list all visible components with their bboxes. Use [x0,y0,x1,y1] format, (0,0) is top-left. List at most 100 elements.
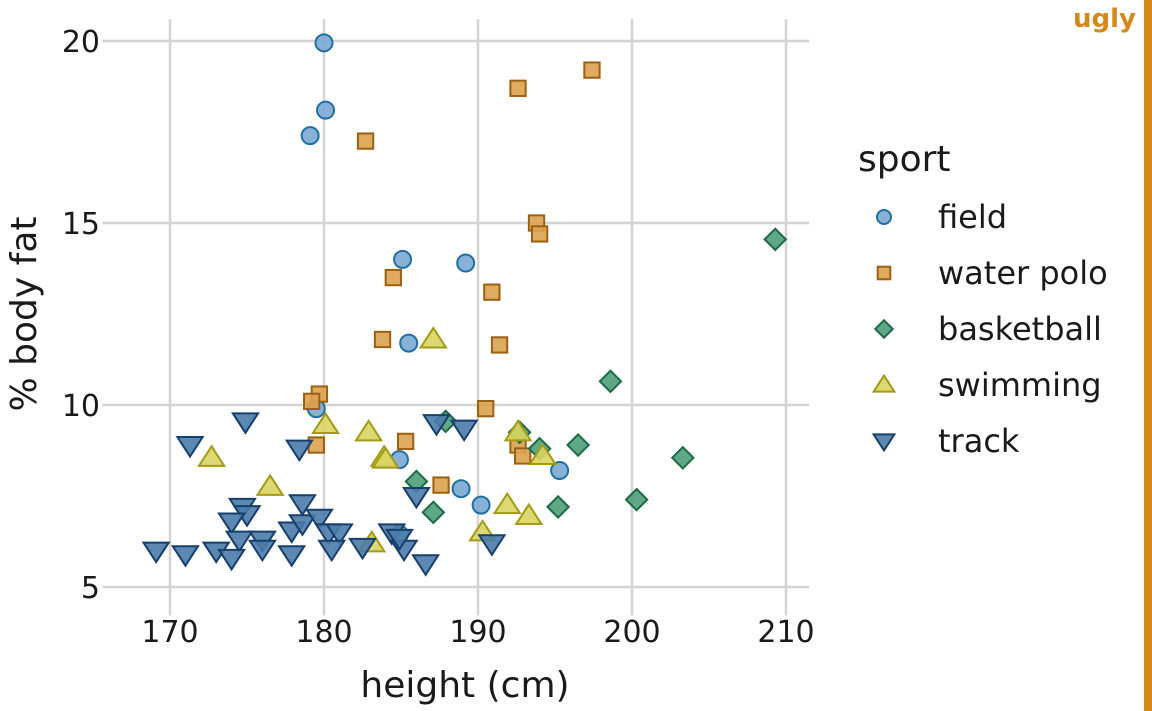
data-point [317,539,347,563]
data-point [509,79,527,97]
data-point [277,545,307,568]
data-point [670,445,695,470]
data-point [598,369,623,394]
legend-label: water polo [938,254,1108,292]
series-basketball [404,227,788,525]
data-point [483,283,501,301]
x-axis-title: height (cm) [360,665,569,706]
data-point [384,528,414,552]
y-axis-ticks: 5 10 15 20 [62,25,100,606]
legend-item-basketball: basketball [873,310,1102,348]
data-point [514,447,532,465]
x-tick-label: 190 [449,615,506,650]
data-point [230,412,260,435]
legend: sport field water polo basketball swimming t… [858,139,1108,460]
y-tick-label: 5 [81,571,100,606]
data-point [451,479,471,499]
data-point [449,419,479,442]
data-point [401,486,431,510]
legend-marker-triangle-up [871,373,897,393]
data-point [384,268,402,287]
legend-item-track: track [871,422,1020,460]
series-water-polo [303,61,601,494]
data-point [373,330,392,349]
legend-marker-square [876,265,892,281]
data-point [287,494,317,517]
x-tick-label: 170 [141,615,198,650]
data-point [456,253,476,273]
data-point [566,433,591,458]
data-point [396,432,415,451]
x-tick-label: 180 [295,615,352,650]
data-point [316,100,336,120]
data-point [550,461,570,481]
data-point [477,399,495,418]
data-point [411,554,441,577]
data-point [348,537,377,561]
data-point [175,436,205,459]
legend-label: basketball [938,310,1102,348]
corner-label: ugly [1073,4,1136,34]
data-point [311,411,341,435]
x-axis-ticks: 170 180 190 200 210 [141,615,814,650]
y-tick-label: 15 [62,207,100,242]
data-point [247,539,277,563]
y-tick-label: 20 [62,25,100,60]
data-point [421,414,451,437]
data-point [530,225,549,243]
data-points [141,33,788,577]
data-point [300,126,320,146]
data-point [763,227,788,252]
data-point [217,548,247,572]
data-point [304,508,334,532]
data-point [217,512,247,535]
data-point [356,132,375,150]
legend-marker-circle [876,209,892,225]
data-point [284,439,314,462]
data-point [141,541,171,564]
legend-label: swimming [938,366,1102,404]
data-point [393,249,413,269]
data-point [514,502,544,526]
data-point [399,333,419,353]
legend-title: sport [858,139,951,180]
y-axis-title: % body fat [4,217,45,412]
series-track [141,412,507,577]
data-point [477,534,507,557]
data-point [432,476,450,494]
data-point [546,494,571,519]
legend-item-field: field [876,198,1007,236]
legend-label: track [938,422,1020,460]
corner-bar [1144,0,1152,711]
data-point [314,33,334,53]
data-point [324,523,354,546]
data-point [287,514,317,537]
x-tick-label: 200 [603,615,660,650]
data-point [170,545,200,568]
data-point [492,491,522,515]
legend-marker-diamond [873,318,895,340]
data-point [418,326,448,349]
series-field [300,33,570,544]
data-point [490,336,509,354]
data-point [303,392,321,411]
data-point [255,473,285,496]
data-point [197,444,227,467]
legend-item-water-polo: water polo [876,254,1108,292]
data-point [503,418,533,442]
data-point [471,495,491,515]
data-point [583,61,601,79]
y-tick-label: 10 [62,389,100,424]
legend-item-swimming: swimming [871,366,1102,404]
data-point [624,487,649,512]
x-tick-label: 210 [757,615,814,650]
data-point [528,442,558,465]
legend-label: field [938,198,1007,236]
data-point [224,530,254,553]
grid [102,19,810,616]
data-point [421,500,446,525]
data-point [354,418,384,442]
data-point [371,446,401,469]
legend-marker-triangle-down [871,433,897,453]
